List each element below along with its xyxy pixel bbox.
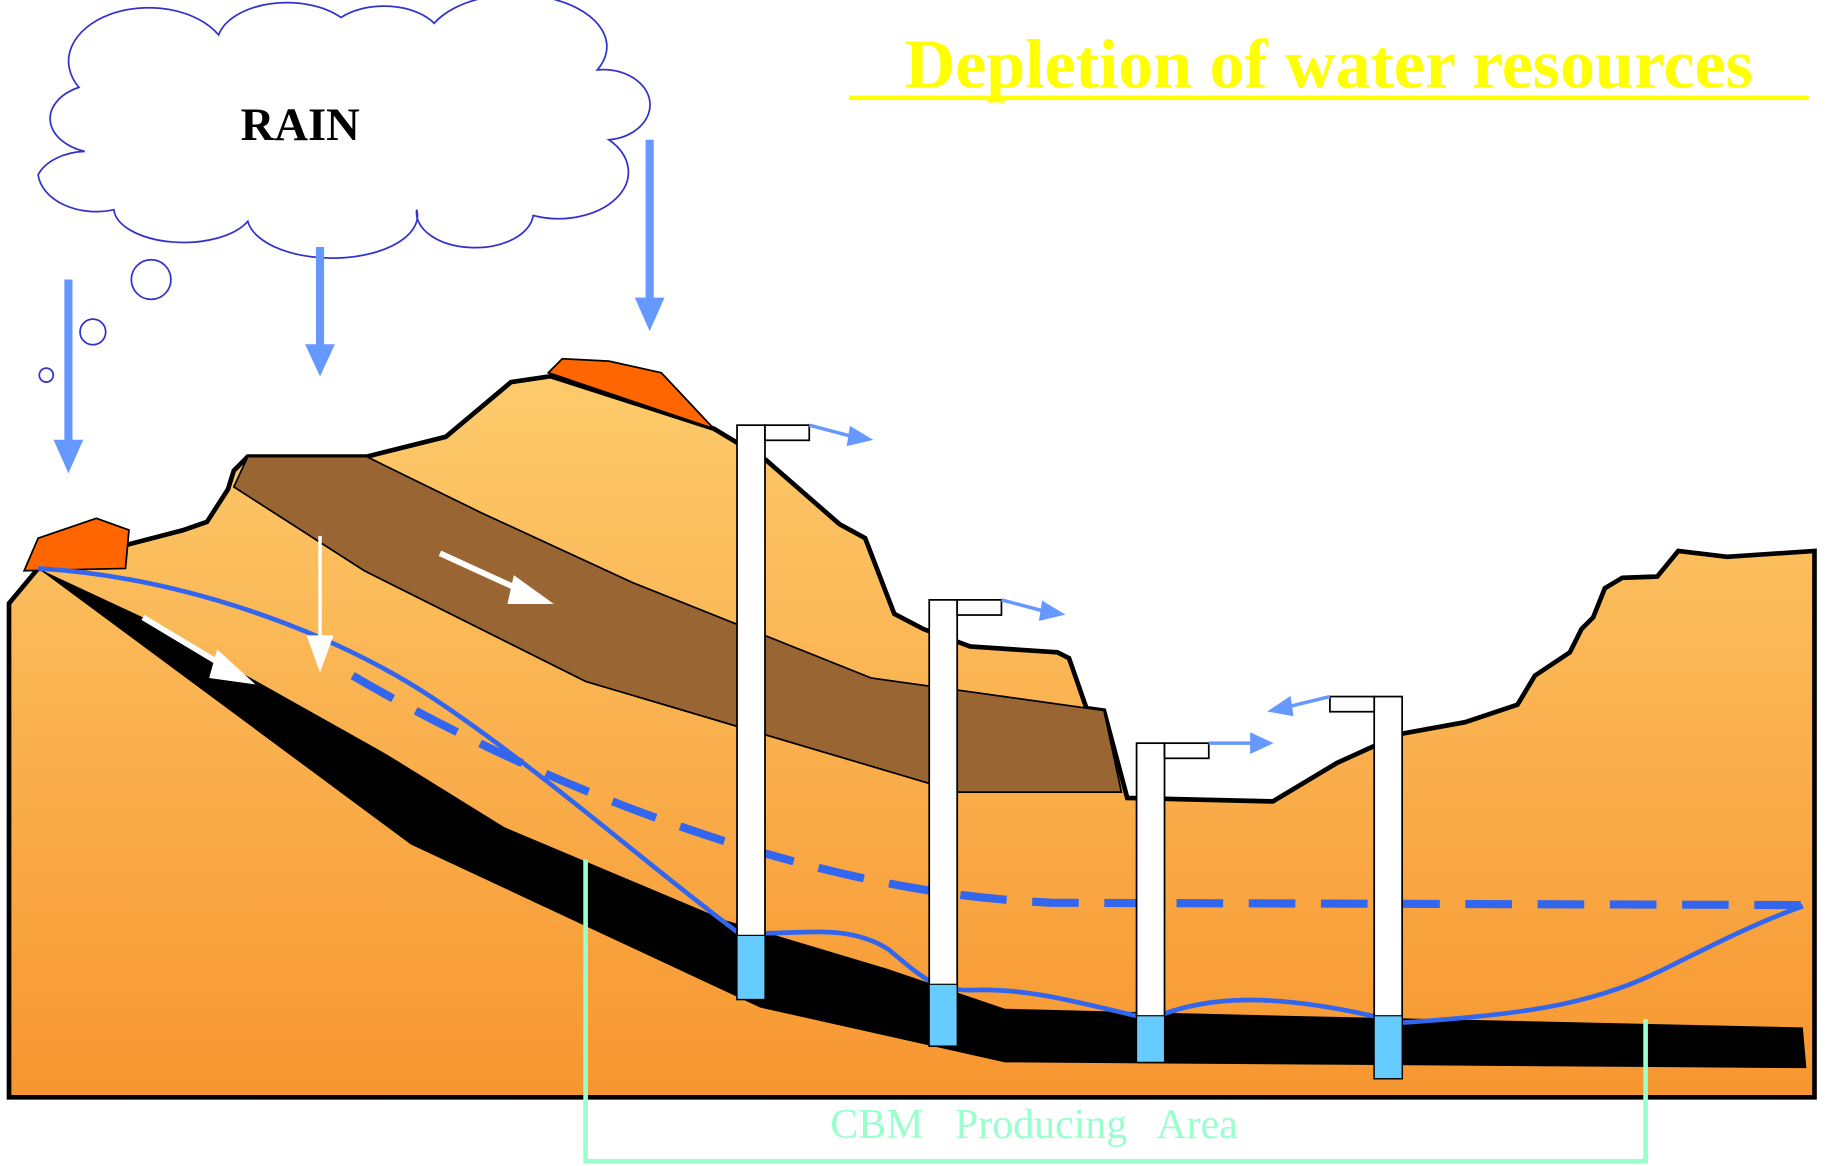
page: {"title": "Depletion of water resources"… <box>0 0 1827 1166</box>
cloud-bubble <box>39 368 53 382</box>
title: Depletion of water resources <box>905 26 1753 103</box>
cloud-bubble <box>131 260 171 300</box>
outcrop <box>24 518 129 570</box>
area-label: CBM Producing Area <box>830 1102 1238 1148</box>
cloud-bubble <box>80 319 106 345</box>
diagram: Depletion of water resources RAIN CBM Pr… <box>0 0 1827 1166</box>
rain-label: RAIN <box>241 99 360 151</box>
